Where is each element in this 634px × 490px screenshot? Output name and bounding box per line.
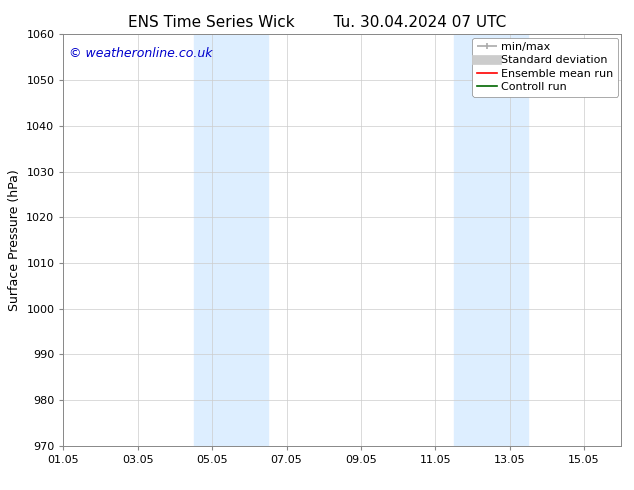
Legend: min/max, Standard deviation, Ensemble mean run, Controll run: min/max, Standard deviation, Ensemble me… bbox=[472, 38, 618, 97]
Bar bbox=[454, 34, 528, 446]
Text: ENS Time Series Wick        Tu. 30.04.2024 07 UTC: ENS Time Series Wick Tu. 30.04.2024 07 U… bbox=[128, 15, 506, 30]
Text: © weatheronline.co.uk: © weatheronline.co.uk bbox=[69, 47, 212, 60]
Bar bbox=[193, 34, 268, 446]
Y-axis label: Surface Pressure (hPa): Surface Pressure (hPa) bbox=[8, 169, 21, 311]
